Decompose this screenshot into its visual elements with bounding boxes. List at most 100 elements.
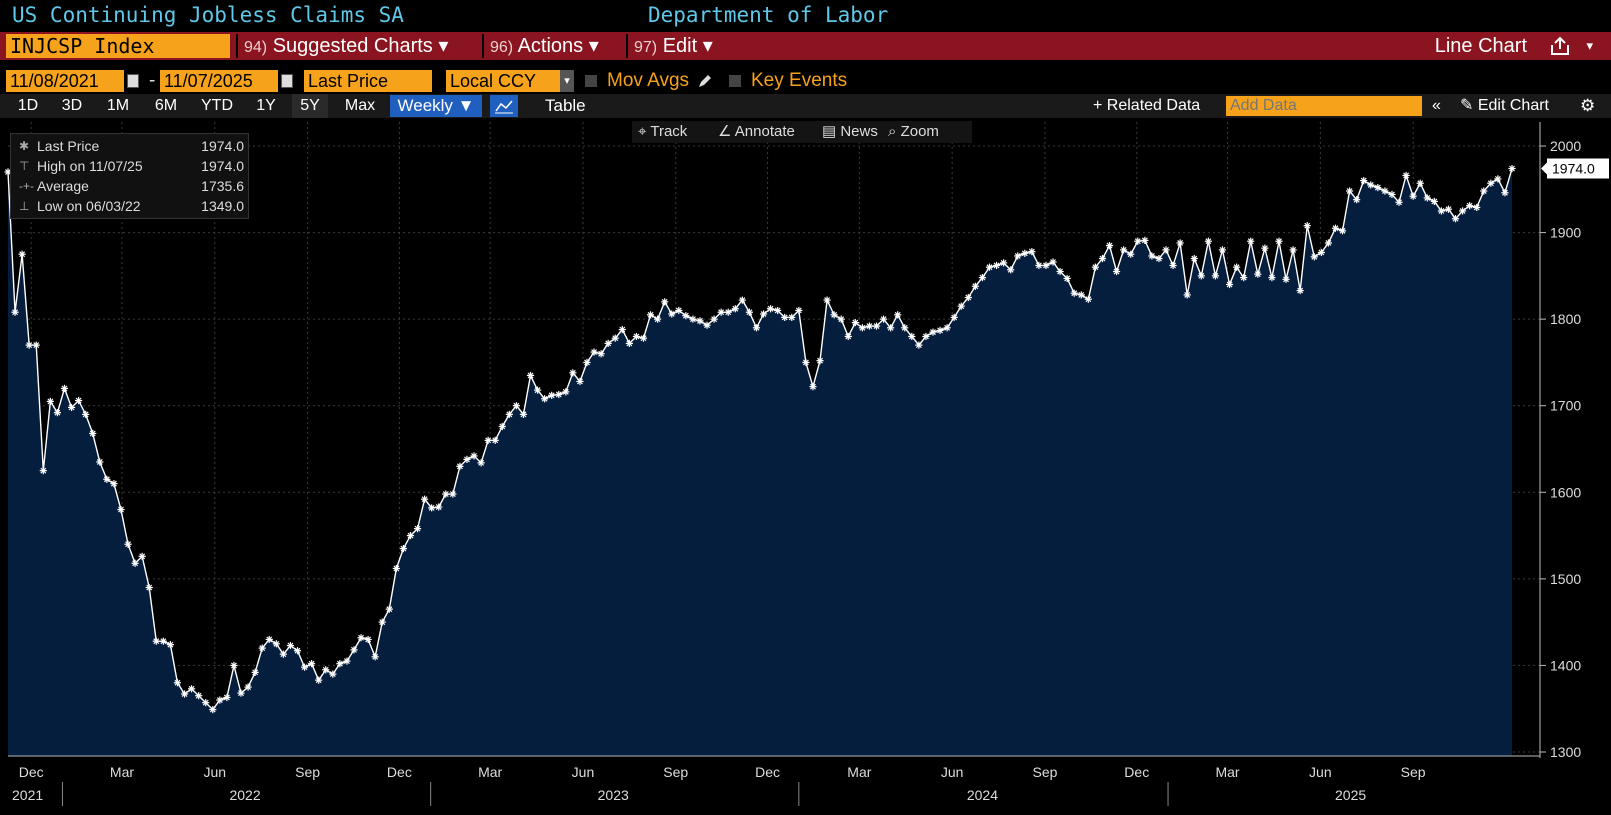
data-point (11, 308, 19, 316)
currency-select[interactable]: Local CCY (446, 70, 560, 92)
ticker-input[interactable]: INJCSP Index (6, 34, 230, 58)
chevron-down-icon[interactable]: ▾ (1586, 38, 1593, 53)
period-max[interactable]: Max (344, 97, 376, 114)
point-stroke (1410, 193, 1417, 200)
related-data-button[interactable]: + Related Data (1093, 97, 1201, 114)
chevron-down-icon[interactable]: ▾ (560, 70, 574, 92)
edit-menu[interactable]: 97) Edit ▾ (626, 34, 744, 58)
data-point (936, 326, 944, 334)
data-point (173, 679, 182, 687)
point-stroke (598, 350, 605, 357)
point-stroke (33, 342, 40, 349)
point-stroke (118, 506, 124, 513)
price-chart[interactable]: 1300 1400 1500 1600 1700 1800 1900 2000 Dec Mar J… (0, 118, 1611, 815)
calendar-icon[interactable] (281, 74, 293, 88)
chart-type-label[interactable]: Line Chart (1434, 35, 1527, 57)
point-stroke (661, 298, 668, 305)
key-events-label[interactable]: Key Events (751, 70, 848, 91)
x-tick-label: Sep (295, 764, 320, 780)
point-stroke (1268, 274, 1275, 281)
legend-average: -+- Average 1735.6 (19, 176, 244, 196)
mov-avgs-label[interactable]: Mov Avgs (607, 70, 690, 91)
line-chart-icon[interactable] (490, 95, 518, 117)
mov-avgs-checkbox[interactable] (585, 75, 597, 87)
point-stroke (54, 409, 61, 416)
collapse-icon[interactable]: « (1432, 97, 1441, 114)
data-point (265, 635, 273, 644)
point-stroke (435, 504, 442, 510)
start-date-field[interactable]: 11/08/2021 (6, 70, 124, 92)
data-point (216, 696, 224, 704)
point-stroke (704, 322, 710, 329)
x-tick-label: Sep (1033, 764, 1058, 780)
pencil-icon[interactable] (697, 73, 713, 89)
point-stroke (718, 309, 725, 316)
field-select[interactable]: Last Price (304, 70, 432, 92)
period-1d[interactable]: 1D (17, 97, 39, 114)
actions-menu[interactable]: 96) Actions ▾ (482, 34, 624, 58)
news-tool[interactable]: ▤ News (822, 121, 878, 143)
point-stroke (329, 671, 336, 678)
y-tick-label: 1700 (1550, 398, 1581, 414)
point-stroke (922, 333, 929, 340)
point-stroke (824, 297, 831, 304)
point-stroke (1127, 251, 1134, 258)
data-point (1127, 250, 1135, 258)
point-stroke (456, 463, 463, 470)
data-point (1000, 259, 1008, 267)
data-point (1310, 253, 1318, 261)
data-point (449, 490, 457, 498)
table-button[interactable]: Table (545, 96, 586, 115)
point-stroke (407, 532, 414, 539)
data-point (131, 559, 139, 567)
data-point (399, 544, 408, 553)
suggested-charts-menu[interactable]: 94) Suggested Charts ▾ (236, 34, 480, 58)
data-point (406, 531, 415, 540)
data-point (1049, 258, 1057, 266)
menu-label: Edit ▾ (662, 35, 713, 57)
data-point (809, 383, 817, 391)
period-ytd[interactable]: YTD (201, 97, 233, 114)
zoom-tool[interactable]: ⌕ Zoom (888, 121, 939, 143)
edit-chart-button[interactable]: ✎ Edit Chart (1460, 94, 1549, 118)
data-point (1169, 261, 1177, 270)
data-point (117, 506, 125, 514)
x-tick-label: Dec (755, 764, 780, 780)
data-point (1423, 194, 1431, 202)
end-date-field[interactable]: 11/07/2025 (160, 70, 278, 92)
calendar-icon[interactable] (127, 74, 139, 88)
period-3d[interactable]: 3D (61, 97, 83, 114)
share-icon[interactable] (1549, 36, 1571, 56)
add-data-input[interactable] (1226, 96, 1422, 116)
data-point (611, 334, 619, 342)
data-point (1444, 205, 1453, 213)
data-point (32, 341, 40, 349)
x-tick-label: Jun (203, 764, 226, 780)
key-events-checkbox[interactable] (729, 75, 741, 87)
point-stroke (1184, 291, 1191, 298)
data-point (689, 315, 697, 323)
average-marker-icon: -+- (19, 179, 34, 193)
data-point (1360, 177, 1368, 185)
data-point (851, 319, 859, 327)
gear-icon[interactable]: ⚙ (1580, 96, 1596, 115)
data-point (75, 396, 83, 405)
data-point (1254, 270, 1262, 278)
track-tool[interactable]: ⌖ Track (638, 121, 687, 143)
frequency-select[interactable]: Weekly ▼ (390, 95, 482, 117)
period-5y[interactable]: 5Y (292, 94, 328, 118)
period-1y[interactable]: 1Y (256, 97, 276, 114)
period-1m[interactable]: 1M (106, 97, 130, 114)
point-stroke (400, 545, 407, 552)
data-point (18, 250, 26, 258)
annotate-tool[interactable]: ∠ Annotate (718, 121, 795, 143)
period-6m[interactable]: 6M (154, 97, 178, 114)
data-point (1148, 252, 1156, 260)
x-year-label: 2024 (967, 787, 998, 803)
data-point (329, 670, 337, 678)
legend-label: Average (37, 178, 89, 194)
data-point (590, 348, 598, 356)
data-point (1240, 273, 1248, 282)
data-point (1501, 189, 1509, 197)
point-stroke (1396, 199, 1402, 206)
